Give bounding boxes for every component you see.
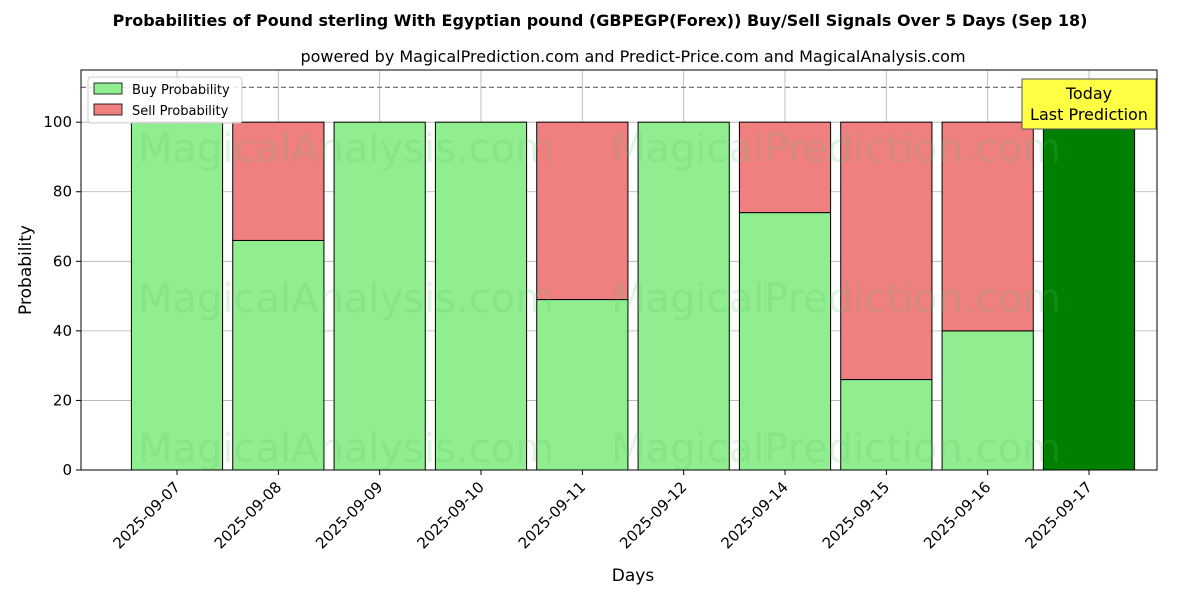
buy-bar: [738, 212, 832, 471]
chart-title: Probabilities of Pound sterling With Egy…: [113, 11, 1088, 30]
annotation-line2: Last Prediction: [1030, 105, 1148, 124]
sell-bar: [536, 121, 629, 301]
legend-buy-swatch: [93, 82, 123, 95]
y-tick-label: 0: [62, 461, 72, 479]
plot-frame: [80, 69, 1158, 471]
watermark-text: MagicalAnalysis.com: [138, 426, 554, 472]
y-tick-label: 60: [53, 252, 72, 270]
y-tick-label: 40: [53, 322, 72, 340]
sell-bar: [232, 121, 325, 241]
buy-bar: [333, 121, 426, 471]
sell-bar: [840, 121, 933, 381]
y-tick-label: 100: [43, 113, 72, 131]
y-axis: 0 20 40 60 80 100: [43, 113, 81, 479]
chart-subtitle: powered by MagicalPrediction.com and Pre…: [300, 47, 965, 66]
legend: Buy Probability Sell Probability: [87, 76, 243, 124]
legend-sell-swatch: [93, 103, 123, 116]
buy-bar: [637, 121, 730, 471]
y-tick-label: 80: [53, 183, 72, 201]
x-axis-label: Days: [612, 566, 655, 586]
sell-bar: [941, 121, 1034, 332]
today-annotation: Today Last Prediction: [1021, 78, 1157, 130]
legend-sell-label: Sell Probability: [132, 104, 229, 119]
buy-bar: [941, 330, 1034, 471]
watermark-text: MagicalPrediction.com: [611, 126, 1061, 172]
legend-buy-label: Buy Probability: [132, 83, 230, 98]
buy-bar: [232, 239, 325, 471]
buy-bar: [434, 121, 528, 471]
watermarks: MagicalAnalysis.com MagicalPrediction.com…: [138, 126, 1061, 472]
watermark-text: MagicalAnalysis.com: [138, 276, 554, 322]
y-axis-label: Probability: [16, 225, 36, 315]
watermark-text: MagicalAnalysis.com: [138, 126, 554, 172]
watermark-text: MagicalPrediction.com: [611, 276, 1061, 322]
sell-bar: [738, 121, 832, 214]
watermark-text: MagicalPrediction.com: [611, 426, 1061, 472]
annotation-box: [1021, 78, 1157, 130]
y-tick-label: 20: [53, 391, 72, 409]
legend-frame: [87, 76, 243, 124]
buy-bar: [840, 379, 933, 471]
annotation-line1: Today: [1065, 84, 1112, 103]
